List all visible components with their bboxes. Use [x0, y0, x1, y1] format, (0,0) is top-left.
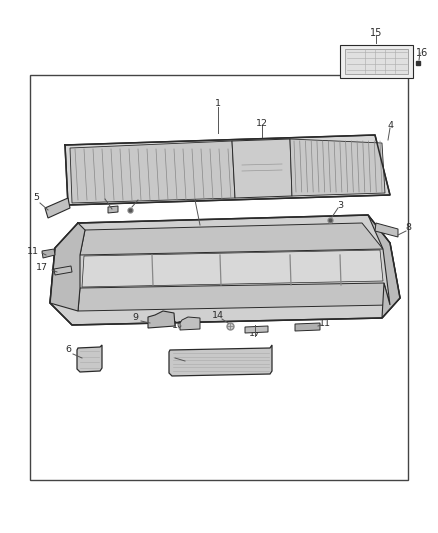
Text: 4: 4 [387, 120, 393, 130]
Polygon shape [65, 135, 390, 205]
Polygon shape [77, 345, 102, 372]
Text: 13: 13 [169, 351, 181, 359]
Text: 7: 7 [192, 192, 198, 201]
Text: 15: 15 [370, 28, 382, 38]
Bar [30, 75, 408, 480]
Polygon shape [180, 317, 200, 330]
Polygon shape [148, 311, 175, 328]
Text: 11: 11 [27, 246, 39, 255]
Text: 2: 2 [94, 190, 100, 199]
Text: 8: 8 [405, 223, 411, 232]
Polygon shape [45, 198, 70, 218]
Text: 17: 17 [249, 328, 261, 337]
Polygon shape [169, 345, 272, 376]
Polygon shape [70, 141, 235, 203]
Polygon shape [345, 49, 408, 74]
Text: 6: 6 [65, 345, 71, 354]
Polygon shape [54, 266, 72, 275]
Text: 12: 12 [256, 118, 268, 127]
Polygon shape [50, 215, 400, 325]
Text: 17: 17 [36, 263, 48, 272]
Text: 3: 3 [337, 200, 343, 209]
Polygon shape [368, 215, 400, 318]
Polygon shape [295, 323, 320, 331]
Text: 1: 1 [215, 99, 221, 108]
Text: 14: 14 [212, 311, 224, 319]
Polygon shape [78, 283, 390, 311]
Polygon shape [42, 249, 55, 258]
Text: 3: 3 [137, 192, 143, 201]
Polygon shape [232, 139, 292, 198]
Text: 16: 16 [416, 48, 428, 58]
Polygon shape [340, 45, 413, 78]
Text: 9: 9 [132, 313, 138, 322]
Polygon shape [375, 223, 398, 237]
Polygon shape [80, 223, 383, 255]
Polygon shape [108, 206, 118, 213]
Polygon shape [245, 326, 268, 333]
Text: 10: 10 [172, 320, 184, 329]
Polygon shape [50, 223, 85, 311]
Text: 5: 5 [33, 193, 39, 203]
Polygon shape [82, 250, 383, 287]
Polygon shape [290, 139, 385, 196]
Text: 11: 11 [319, 319, 331, 327]
